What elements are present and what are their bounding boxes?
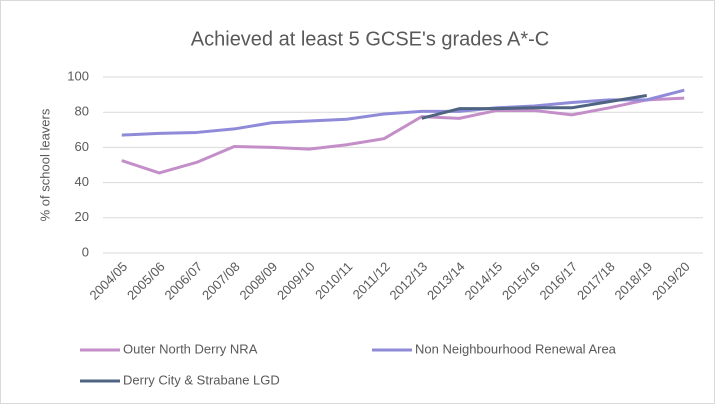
series-line [121,88,685,137]
series-line [421,93,647,120]
legend-label: Non Neighbourhood Renewal Area [415,341,617,356]
y-tick-label: 80 [75,104,89,119]
y-tick-label: 20 [75,209,89,224]
legend-label: Outer North Derry NRA [123,341,258,356]
y-tick-label: 100 [67,68,89,83]
series-line [121,96,685,175]
legend-label: Derry City & Strabane LGD [123,372,280,387]
y-tick-label: 0 [82,244,89,259]
chart-title: Achieved at least 5 GCSE's grades A*-C [191,28,549,50]
y-axis-label: % of school leavers [37,108,52,221]
y-tick-label: 40 [75,174,89,189]
y-tick-label: 60 [75,139,89,154]
